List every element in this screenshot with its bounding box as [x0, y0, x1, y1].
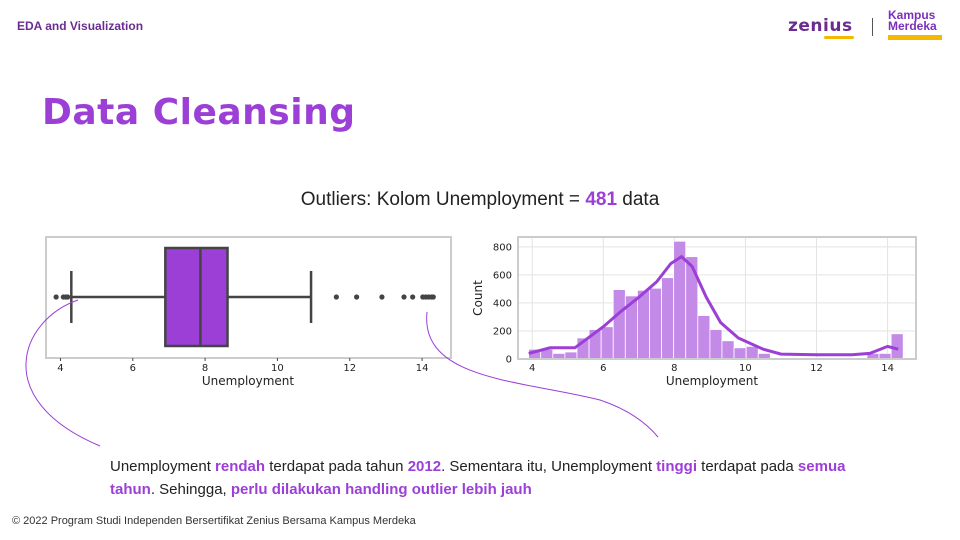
boxplot-outlier-point — [379, 294, 385, 300]
conclusion-highlight: perlu dilakukan handling outlier lebih j… — [230, 481, 532, 498]
conclusion-part: . Sehingga, — [150, 481, 231, 498]
logo-separator — [872, 18, 873, 36]
boxplot-svg: 4 6 8 10 12 14 Unemployment — [45, 236, 452, 388]
boxplot-outlier-point — [410, 294, 416, 300]
conclusion-highlight: tinggi — [656, 458, 697, 475]
outlier-count: 481 — [585, 189, 618, 210]
histogram-ytick-label: 800 — [493, 242, 512, 253]
histogram-xlabel: Unemployment — [666, 374, 759, 388]
boxplot-outlier-point — [53, 294, 59, 300]
outlier-summary-prefix: Outliers: Kolom Unemployment = — [300, 189, 586, 210]
histogram-bar — [745, 345, 759, 360]
boxplot-outlier-point — [333, 294, 339, 300]
page-title: Data Cleansing — [42, 92, 356, 133]
histogram-frame — [517, 236, 917, 360]
kampus-merdeka-stripe — [888, 35, 942, 40]
zenius-logo-underline — [824, 36, 854, 39]
histogram-bar — [733, 347, 747, 360]
boxplot-xtick-label: 10 — [271, 363, 284, 374]
histogram-bar — [636, 289, 650, 360]
histogram-bar — [709, 329, 723, 360]
kampus-merdeka-logo-line2: Merdeka — [888, 19, 937, 33]
outlier-summary: Outliers: Kolom Unemployment = 481 data — [0, 189, 960, 211]
outlier-summary-suffix: data — [617, 189, 660, 210]
histogram-xtick-label: 14 — [881, 363, 894, 374]
boxplot-xtick-label: 6 — [130, 363, 136, 374]
course-title: EDA and Visualization — [17, 19, 144, 33]
boxplot-xlabel: Unemployment — [202, 374, 295, 388]
histogram-bar — [697, 315, 711, 360]
boxplot-frame — [45, 236, 452, 359]
histogram-bar — [649, 287, 662, 360]
boxplot-box — [164, 246, 229, 348]
conclusion-part: Unemployment — [110, 458, 216, 475]
conclusion-highlight: 2012 — [407, 458, 442, 475]
footer-copyright: © 2022 Program Studi Independen Berserti… — [12, 515, 416, 527]
histogram-chart: 4 6 8 10 12 14 0 200 400 600 800 Unemployment Coun… — [466, 232, 926, 392]
histogram-ylabel: Count — [471, 280, 485, 316]
histogram-xtick-label: 12 — [810, 363, 823, 374]
histogram-xtick-label: 4 — [529, 363, 535, 374]
conclusion-part: terdapat pada tahun — [265, 458, 408, 475]
histogram-ytick-label: 400 — [493, 298, 512, 309]
histogram-ytick-label: 0 — [506, 355, 512, 366]
histogram-xtick-label: 10 — [739, 363, 752, 374]
kampus-merdeka-logo-line1: Kampus — [888, 8, 936, 22]
histogram-bar — [564, 351, 578, 360]
histogram-bar — [661, 277, 675, 360]
conclusion-highlight: semua tahun — [110, 458, 846, 498]
header-logos: zenius Kampus Merdeka — [788, 8, 948, 46]
histogram-xtick-label: 8 — [671, 363, 677, 374]
boxplot-xtick-label: 14 — [416, 363, 429, 374]
histogram-ytick-label: 600 — [493, 270, 512, 281]
histogram-xtick-label: 6 — [600, 363, 606, 374]
conclusion-part: terdapat pada — [697, 458, 798, 475]
boxplot-xtick-label: 8 — [202, 363, 208, 374]
boxplot-outlier-point — [401, 294, 407, 300]
conclusion-highlight: rendah — [215, 458, 266, 475]
histogram-bar — [600, 326, 614, 360]
boxplot-outlier-point — [65, 294, 71, 300]
kampus-merdeka-logo: Kampus Merdeka — [888, 8, 937, 33]
histogram-bar — [612, 289, 626, 360]
conclusion-text: Unemployment rendah terdapat pada tahun … — [110, 455, 870, 501]
histogram-svg: 4 6 8 10 12 14 0 200 400 600 800 Unemployment Coun… — [471, 236, 917, 388]
boxplot-outlier-point — [430, 294, 436, 300]
histogram-ytick-label: 200 — [493, 326, 512, 337]
boxplot-outlier-point — [354, 294, 360, 300]
zenius-logo: zenius — [788, 16, 853, 36]
boxplot-xtick-label: 12 — [343, 363, 356, 374]
boxplot-chart: 4 6 8 10 12 14 Unemployment — [40, 232, 460, 392]
histogram-bar — [721, 340, 735, 360]
boxplot-xtick-label: 4 — [57, 363, 63, 374]
conclusion-part: . Sementara itu, Unemployment — [441, 458, 657, 475]
